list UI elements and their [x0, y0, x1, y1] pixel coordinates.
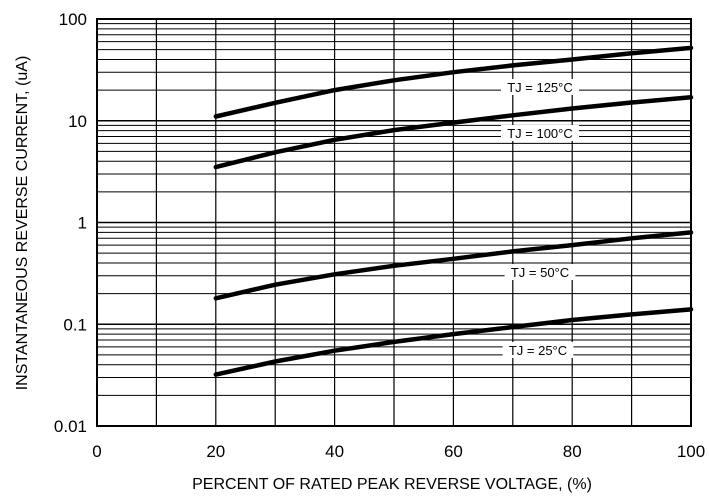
- x-axis-title: PERCENT OF RATED PEAK REVERSE VOLTAGE, (…: [192, 476, 592, 493]
- series-label-1: TJ = 100°C: [507, 126, 573, 141]
- y-tick-label: 100: [59, 10, 87, 29]
- x-tick-labels: 0 20 40 60 80 100: [92, 442, 705, 461]
- series-label-bg: [501, 79, 579, 95]
- y-tick-label: 10: [68, 112, 87, 131]
- series-line-0: [213, 45, 694, 119]
- x-tick-label: 0: [92, 442, 101, 461]
- series-line-2: [213, 230, 694, 301]
- series-labels: TJ = 125°C TJ = 100°C TJ = 50°C TJ = 25°C: [501, 79, 579, 358]
- chart-series: [213, 45, 694, 377]
- plot-border: [96, 18, 692, 427]
- series-label-3: TJ = 25°C: [509, 343, 567, 358]
- x-tick-label: 40: [325, 442, 344, 461]
- series-line-3: [213, 307, 694, 377]
- series-label-bg: [502, 342, 574, 358]
- y-tick-label: 1: [78, 214, 87, 233]
- x-tick-label: 80: [563, 442, 582, 461]
- series-label-bg: [504, 264, 576, 280]
- y-axis-title: INSTANTANEOUS REVERSE CURRENT, (uA): [14, 56, 31, 391]
- x-tick-label: 20: [206, 442, 225, 461]
- series-label-bg: [501, 125, 579, 141]
- plot-frame: [96, 18, 692, 427]
- x-tick-label: 100: [677, 442, 705, 461]
- y-tick-labels: 0.01 0.1 1 10 100: [54, 10, 87, 436]
- series-label-2: TJ = 50°C: [511, 265, 569, 280]
- x-tick-label: 60: [444, 442, 463, 461]
- y-tick-label: 0.01: [54, 417, 87, 436]
- series-line-1: [213, 95, 694, 170]
- y-tick-label: 0.1: [63, 315, 87, 334]
- series-label-0: TJ = 125°C: [507, 80, 573, 95]
